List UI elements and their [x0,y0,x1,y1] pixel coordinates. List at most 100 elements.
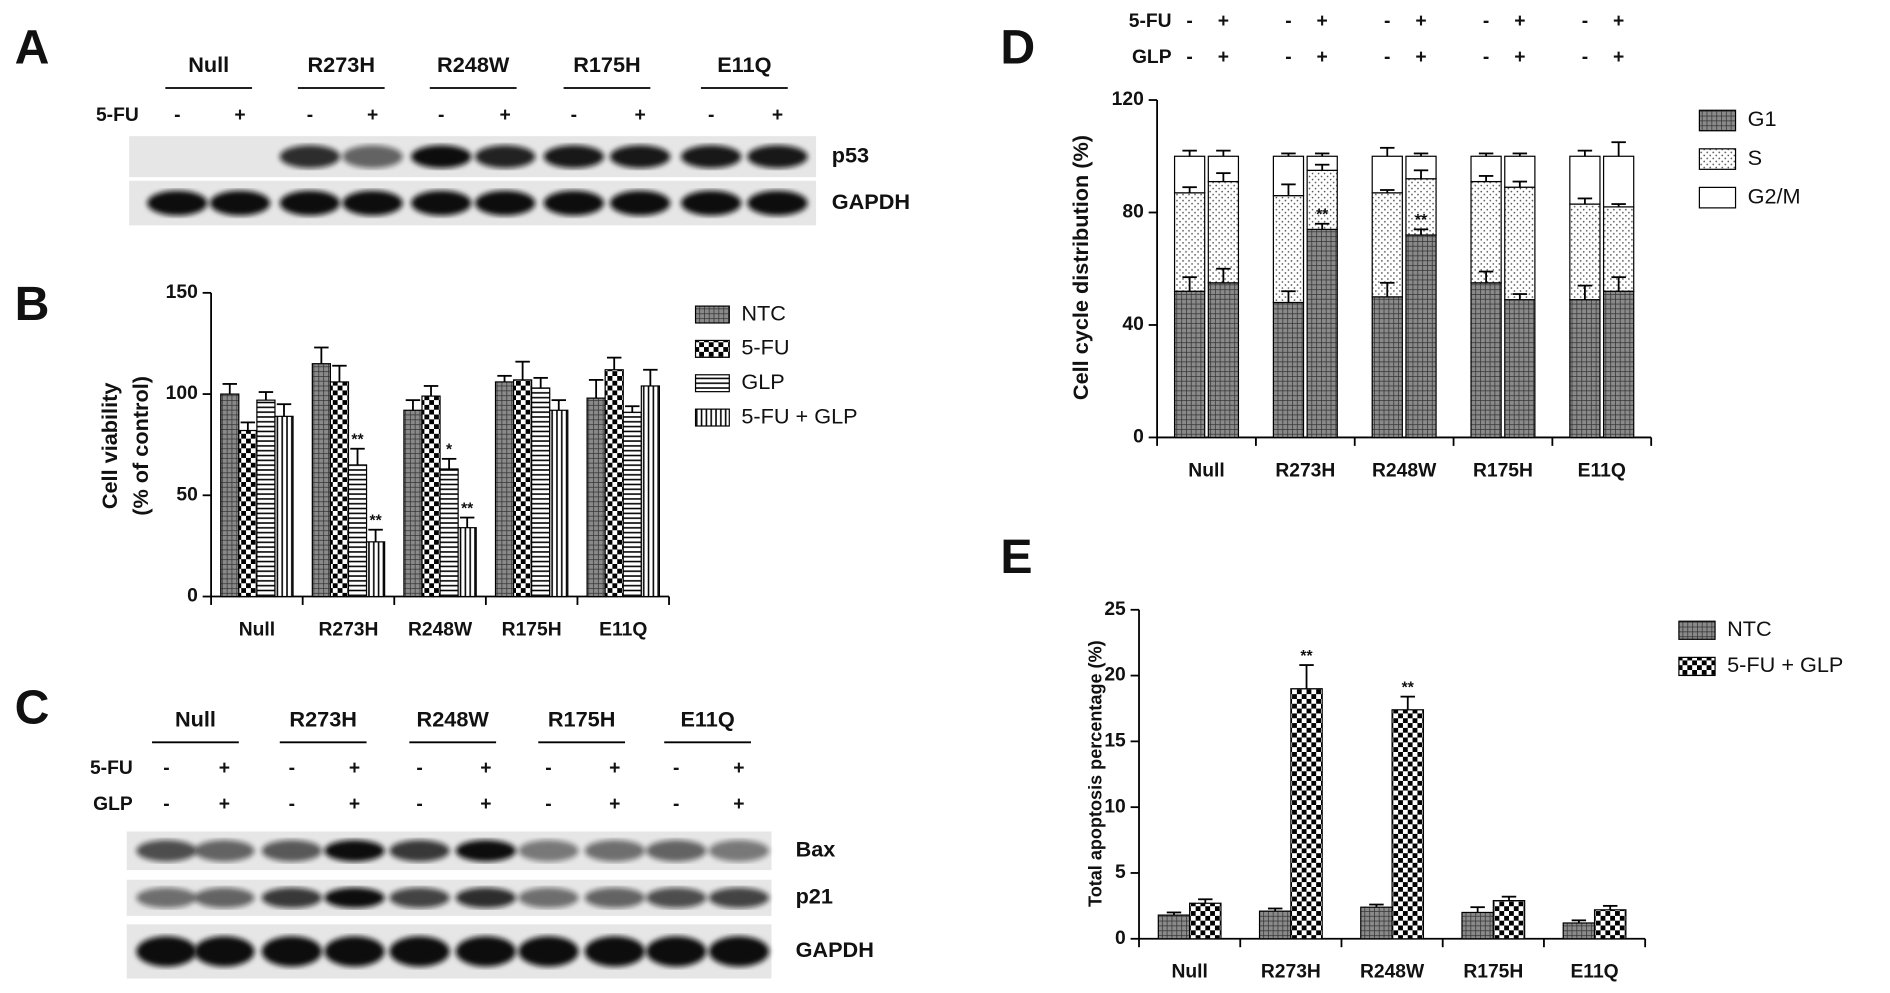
legend-label: NTC [741,300,786,325]
band [324,887,385,908]
bar [256,399,276,598]
bar [531,387,551,598]
x-tick-label: R248W [408,619,473,640]
y-axis-label: Cell cycle distribution (%) [1068,135,1093,400]
y-tick-label: 25 [1104,599,1126,620]
band-label: Bax [796,837,836,862]
legend-label: G1 [1748,106,1777,131]
band [147,190,208,216]
treatment-sign: - [1186,47,1192,68]
bar-segment [1173,290,1206,439]
legend-swatch [694,374,730,393]
bar-segment [1470,282,1502,439]
y-axis-label: (% of control) [128,376,153,516]
band [194,936,255,967]
bar [274,415,294,598]
band [389,840,450,862]
band [389,936,450,967]
treatment-sign: + [634,105,645,126]
x-tick-label: R273H [1275,460,1335,481]
treatment-sign: - [289,794,295,815]
significance: ** [1415,212,1428,229]
treatment-sign: - [289,758,295,779]
treatment-sign: - [163,758,169,779]
bar-segment [1504,186,1536,301]
band-label: p21 [796,884,833,909]
bar-segment [1569,155,1601,205]
x-tick-label: R273H [1261,962,1321,983]
treatment-sign: - [163,794,169,815]
bar-segment [1371,296,1403,439]
band [324,936,385,967]
group-label: Null [175,706,216,731]
treatment-sign: + [1514,11,1525,32]
bar [365,541,386,598]
bar [1360,906,1393,940]
treatment-sign: + [1613,47,1624,68]
bar [1593,909,1627,940]
legend-label: S [1748,145,1762,170]
band [261,840,322,862]
treatment-sign: + [367,105,378,126]
band [389,887,450,908]
y-tick-label: 0 [1115,928,1126,949]
band [279,190,341,216]
band [518,887,579,908]
band [455,936,516,967]
x-tick-label: R175H [1473,460,1533,481]
y-tick-label: 0 [1133,427,1144,448]
band [584,887,645,908]
panel-letter: C [15,681,50,735]
band [518,840,579,862]
treatment-sign: - [1384,11,1390,32]
treatment-sign: + [1415,47,1426,68]
band [194,840,255,862]
treatment-sign: + [1514,47,1525,68]
treatment-sign: - [174,105,180,126]
bar-segment [1602,155,1635,208]
band [747,145,808,169]
treatment-sign: - [1186,11,1192,32]
significance: * [446,442,453,459]
bar [1461,911,1494,940]
y-axis-label: Cell viability [97,383,122,510]
band [194,887,255,908]
treatment-label: 5-FU [90,758,133,779]
bar [494,381,515,598]
legend-swatch [694,408,730,427]
treatment-sign: - [307,105,313,126]
band [747,190,808,216]
treatment-label: 5-FU [1129,11,1172,32]
band [261,936,322,967]
bar-segment [1569,203,1601,301]
treatment-sign: - [571,105,577,126]
bar [311,363,332,598]
treatment-sign: - [545,758,551,779]
treatment-label: 5-FU [96,105,139,126]
legend-swatch [694,339,730,358]
bar [1189,902,1222,940]
legend-label: G2/M [1748,183,1801,208]
band [279,145,341,169]
significance: ** [1300,648,1313,665]
band-label: GAPDH [832,189,910,214]
treatment-sign: + [609,794,620,815]
band [543,190,604,216]
treatment-sign: + [1317,47,1328,68]
treatment-sign: - [673,758,679,779]
y-tick-label: 15 [1104,730,1126,751]
panel-letter: E [1000,530,1032,584]
band [646,840,707,862]
treatment-sign: + [234,105,245,126]
treatment-sign: + [1218,47,1229,68]
bar-segment [1207,180,1240,284]
treatment-sign: + [1317,11,1328,32]
band [324,840,385,862]
y-tick-label: 5 [1115,862,1126,883]
band [136,936,197,967]
band-label: GAPDH [796,937,874,962]
legend-swatch [1698,186,1737,209]
panel-letter: A [15,20,50,74]
treatment-sign: + [219,758,230,779]
legend-label: NTC [1727,616,1772,641]
